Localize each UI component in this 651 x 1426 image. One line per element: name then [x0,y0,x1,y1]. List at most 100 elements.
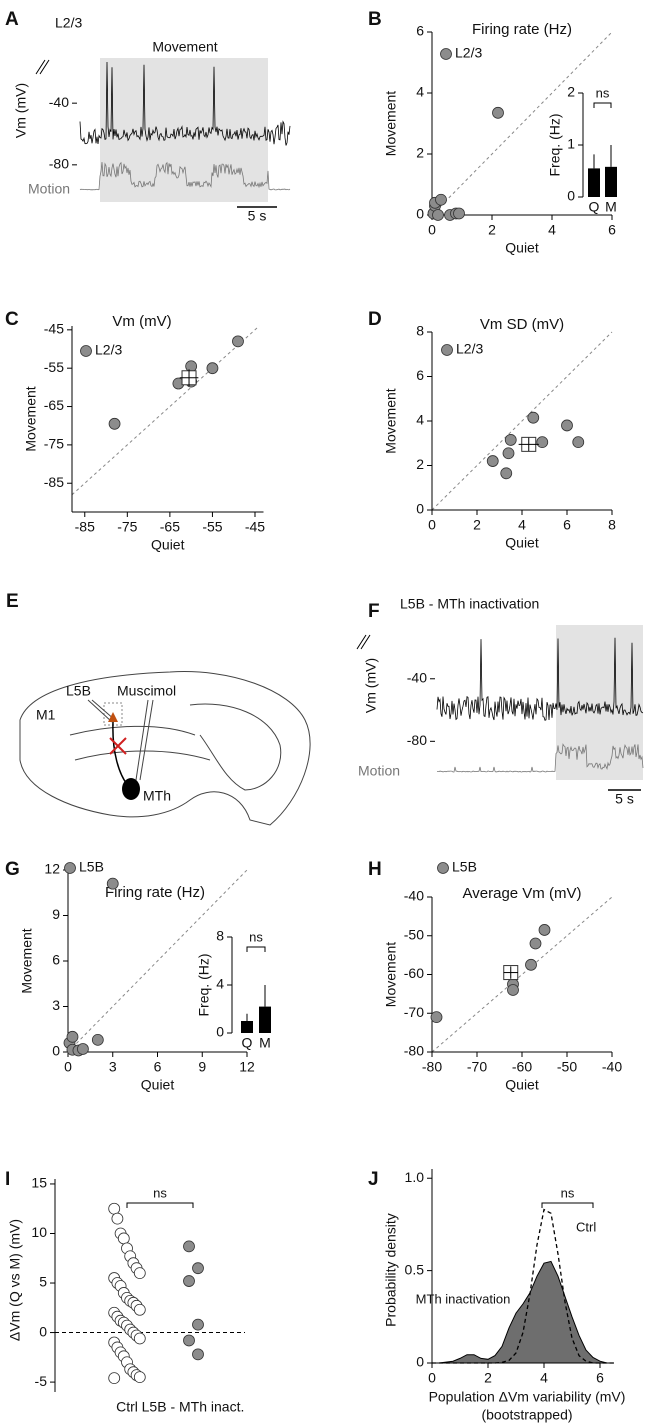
chart-title: Vm SD (mV) [480,316,564,333]
movement-period [100,58,268,202]
motion-trace [436,743,644,773]
data-point [538,924,551,936]
y-tick-label: -80 [407,732,427,748]
legend-marker [441,344,453,356]
data-point [91,1033,104,1046]
data-point [108,1372,121,1385]
x-axis-label: Quiet [505,535,539,551]
data-point [561,419,573,432]
inset-bar [605,166,617,197]
x-tick-label: 8 [608,517,616,533]
x-tick-label: 0 [428,517,436,533]
x-tick-label: 3 [109,1059,117,1075]
panel-label: I [5,1169,10,1190]
drug-label: Muscimol [117,683,176,699]
y-tick-label: -85 [44,474,64,490]
legend-label: L2/3 [455,45,482,61]
y-tick-label: -40 [404,888,424,904]
data-point [133,1371,146,1384]
y-tick-label: 0 [416,501,424,517]
x-tick-label: -70 [467,1059,487,1075]
y-tick-label: 0 [216,1024,224,1040]
x-tick-label: -55 [202,519,222,535]
y-tick-label: 15 [31,1175,47,1191]
data-point [502,447,515,460]
y-tick-label: 6 [52,952,60,968]
x-axis-label: Quiet [505,240,539,256]
panel-label: D [368,309,382,330]
y-tick-label: -50 [404,926,424,942]
inactivation-cross [109,737,127,755]
significance-bracket [541,1202,594,1208]
cannula [135,699,149,781]
data-point [486,455,499,467]
chart-title: Firing rate (Hz) [472,21,572,38]
x-tick-label: 2 [484,1370,492,1386]
motion-label: Motion [358,763,400,779]
category-label: L5B - MTh inact. [142,1399,245,1415]
significance-bracket [246,946,266,952]
y-tick-label: -5 [35,1373,48,1389]
panel-label: B [368,9,382,30]
inset-category: Q [242,1035,253,1051]
inset-category: M [259,1035,271,1051]
data-point [500,467,513,480]
data-point [572,436,585,449]
x-tick-label: -60 [512,1059,532,1075]
y-axis-label: Freq. (Hz) [196,954,212,1017]
y-tick-label: 2 [567,84,575,100]
x-tick-label: 2 [488,222,496,238]
vm-trace [79,61,291,146]
y-tick-label: -40 [49,94,69,110]
cerebellum [189,703,282,791]
x-tick-label: -80 [422,1059,442,1075]
legend-label: L2/3 [456,341,483,357]
y-axis-label: ΔVm (Q vs M) (mV) [7,1219,23,1341]
x-tick-label: 2 [473,517,481,533]
data-point [185,360,198,373]
data-point [507,984,519,996]
y-tick-label: 4 [416,412,424,428]
y-tick-label: 0 [416,206,424,222]
data-point [117,1232,130,1245]
significance-bracket [593,102,612,108]
motion-trace [79,161,291,191]
x-tick-label: -50 [557,1059,577,1075]
legend-marker [80,345,92,357]
y-tick-label: 0 [52,1043,60,1059]
data-point [192,1318,204,1331]
cannula [139,699,154,781]
y-tick-label: 12 [44,861,60,877]
scale-bar-label: 5 s [248,208,267,224]
y-tick-label: -60 [404,965,424,981]
y-tick-label: 5 [39,1274,47,1290]
data-point [432,209,444,221]
legend-label: L5B [452,859,477,875]
data-point [77,1043,89,1055]
y-axis-label: Movement [383,942,399,1007]
y-axis-label: Probability density [383,1213,399,1327]
period-label: Movement [152,39,217,55]
series-label: Ctrl [576,1219,596,1234]
x-tick-label: 9 [198,1059,206,1075]
scale-bar-label: 5 s [615,791,634,807]
unity-line [71,325,260,496]
inset-bar [588,168,600,197]
target-label: MTh [143,788,171,804]
y-tick-label: 0 [567,188,575,204]
y-tick-label: 4 [216,976,224,992]
significance-label: ns [249,929,263,944]
y-tick-label: 0 [416,1354,424,1370]
data-point [183,1334,195,1347]
x-axis-note: (bootstrapped) [481,1407,572,1423]
data-point [183,1275,195,1287]
panel-label: C [5,309,19,330]
legend-marker [437,862,449,874]
panel-label: F [368,601,380,622]
y-tick-label: 0.5 [405,1261,425,1277]
projection [112,721,131,789]
x-tick-label: -75 [117,519,137,535]
x-tick-label: 6 [596,1370,604,1386]
x-axis-label: Quiet [151,537,185,553]
